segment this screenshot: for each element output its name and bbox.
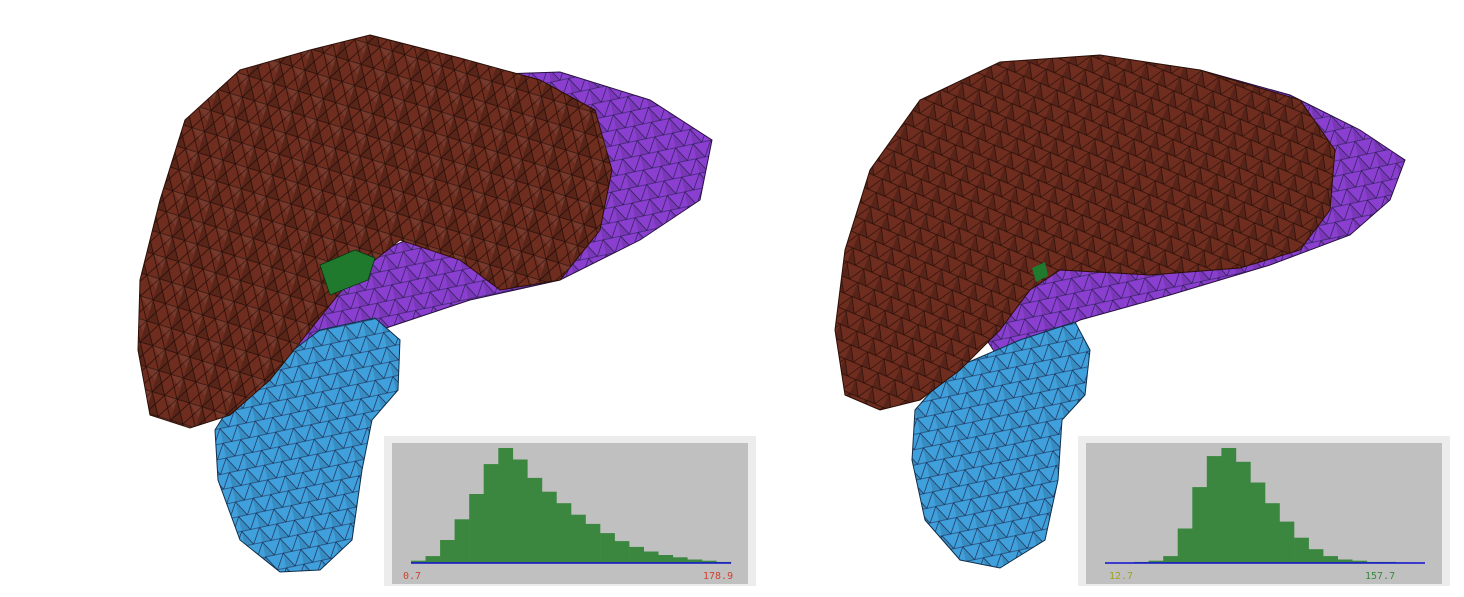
histogram-bar bbox=[571, 514, 586, 563]
left-mesh-model bbox=[137, 34, 713, 573]
histogram-bar bbox=[1192, 487, 1208, 563]
histogram-bar bbox=[1177, 528, 1193, 563]
histogram-bar bbox=[556, 503, 572, 563]
histogram-bar bbox=[1279, 521, 1295, 563]
right-histogram-panel: 12.7 157.7 bbox=[1078, 436, 1450, 586]
left-histogram-panel: 0.7 178.9 bbox=[384, 436, 756, 586]
histogram-bar bbox=[454, 519, 470, 563]
histogram-bar bbox=[600, 533, 615, 563]
histogram-bar bbox=[1308, 549, 1324, 563]
histogram-bar bbox=[1221, 448, 1237, 563]
histogram-bar bbox=[527, 477, 543, 563]
histogram-bar bbox=[1250, 482, 1266, 563]
right-mesh-model bbox=[834, 54, 1406, 569]
histogram-bar bbox=[512, 459, 528, 563]
right-tumor-mesh bbox=[1032, 262, 1048, 282]
histogram-bar bbox=[672, 557, 688, 564]
histogram-bar bbox=[1323, 556, 1338, 563]
histogram-bar bbox=[585, 523, 601, 563]
histogram-bar bbox=[483, 464, 499, 563]
histogram-bar bbox=[1235, 461, 1251, 563]
histogram-bar bbox=[687, 559, 703, 563]
histogram-bar bbox=[541, 491, 557, 563]
histogram-bar bbox=[1294, 537, 1309, 563]
histogram-bar bbox=[411, 560, 426, 563]
histogram-bar bbox=[629, 546, 644, 563]
left-tumor-mesh bbox=[319, 249, 376, 296]
histogram-bar bbox=[498, 448, 514, 563]
histogram-max-label: 178.9 bbox=[703, 571, 733, 582]
histogram-bar bbox=[1337, 559, 1353, 563]
histogram-bar bbox=[1352, 560, 1368, 563]
histogram-bar bbox=[1265, 503, 1280, 563]
histogram-bar bbox=[658, 555, 674, 564]
histogram-bar bbox=[614, 541, 630, 563]
histogram-max-label: 157.7 bbox=[1365, 571, 1395, 582]
histogram-bar bbox=[1163, 556, 1178, 563]
histogram-bar bbox=[469, 494, 484, 563]
histogram-bar bbox=[701, 560, 717, 563]
histogram-min-label: 12.7 bbox=[1109, 571, 1133, 582]
histogram-bar bbox=[1206, 456, 1222, 564]
histogram-bar bbox=[1148, 560, 1164, 563]
histogram-min-label: 0.7 bbox=[403, 571, 421, 582]
histogram-bar bbox=[440, 540, 455, 563]
histogram-bar bbox=[643, 551, 659, 563]
histogram-bar bbox=[425, 556, 441, 563]
